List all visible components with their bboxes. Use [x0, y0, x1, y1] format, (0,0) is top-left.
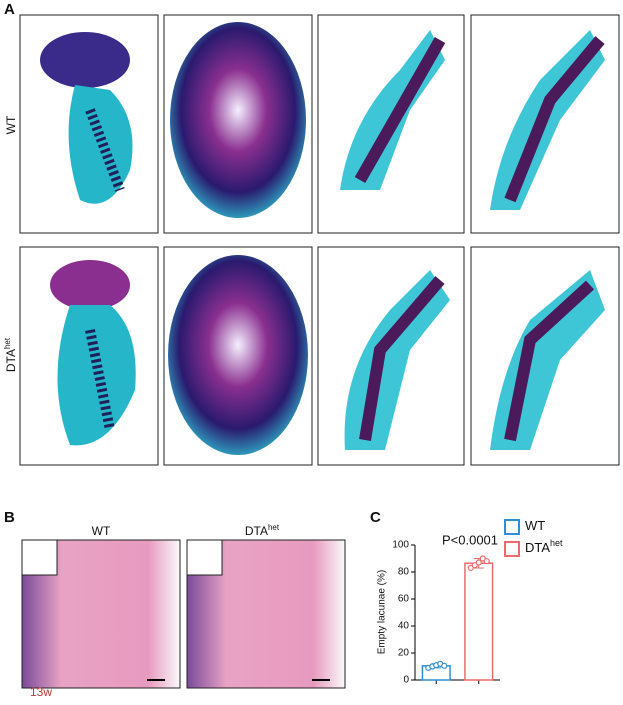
- y-tick-label: 20: [398, 648, 410, 659]
- legend-swatch: [504, 541, 520, 557]
- age-label: 13w: [30, 685, 52, 699]
- p-value: P<0.0001: [442, 532, 498, 547]
- data-point: [475, 559, 482, 566]
- bar: [464, 562, 494, 681]
- row-label-text: DTA: [4, 349, 18, 372]
- legend-text: DTA: [525, 540, 550, 555]
- panel-label: B: [4, 509, 15, 526]
- panel-label: A: [4, 1, 15, 18]
- panel-label: C: [370, 509, 381, 526]
- y-tick-label: 0: [403, 675, 409, 686]
- data-point: [483, 558, 490, 565]
- column-label-text: DTA: [245, 524, 268, 538]
- legend-sup: het: [550, 538, 563, 548]
- legend-label: WT: [525, 518, 545, 533]
- data-point: [441, 662, 448, 669]
- legend-text: WT: [525, 518, 545, 533]
- row-label: WT: [4, 115, 18, 134]
- legend-swatch: [504, 519, 520, 535]
- y-axis-label: Empty lacunae (%): [377, 570, 388, 654]
- y-tick-label: 80: [398, 567, 410, 578]
- row-label: DTAhet: [3, 337, 18, 372]
- y-tick-label: 40: [398, 621, 410, 632]
- column-label: DTAhet: [245, 523, 280, 538]
- row-label-sup: het: [3, 337, 12, 349]
- column-label-sup: het: [268, 523, 280, 532]
- panel-a-images: [19, 14, 620, 466]
- panel-b-images: [21, 539, 346, 689]
- y-tick-label: 100: [392, 540, 409, 551]
- column-label: WT: [92, 524, 111, 538]
- legend-label: DTAhet: [525, 538, 563, 555]
- y-tick-label: 60: [398, 594, 410, 605]
